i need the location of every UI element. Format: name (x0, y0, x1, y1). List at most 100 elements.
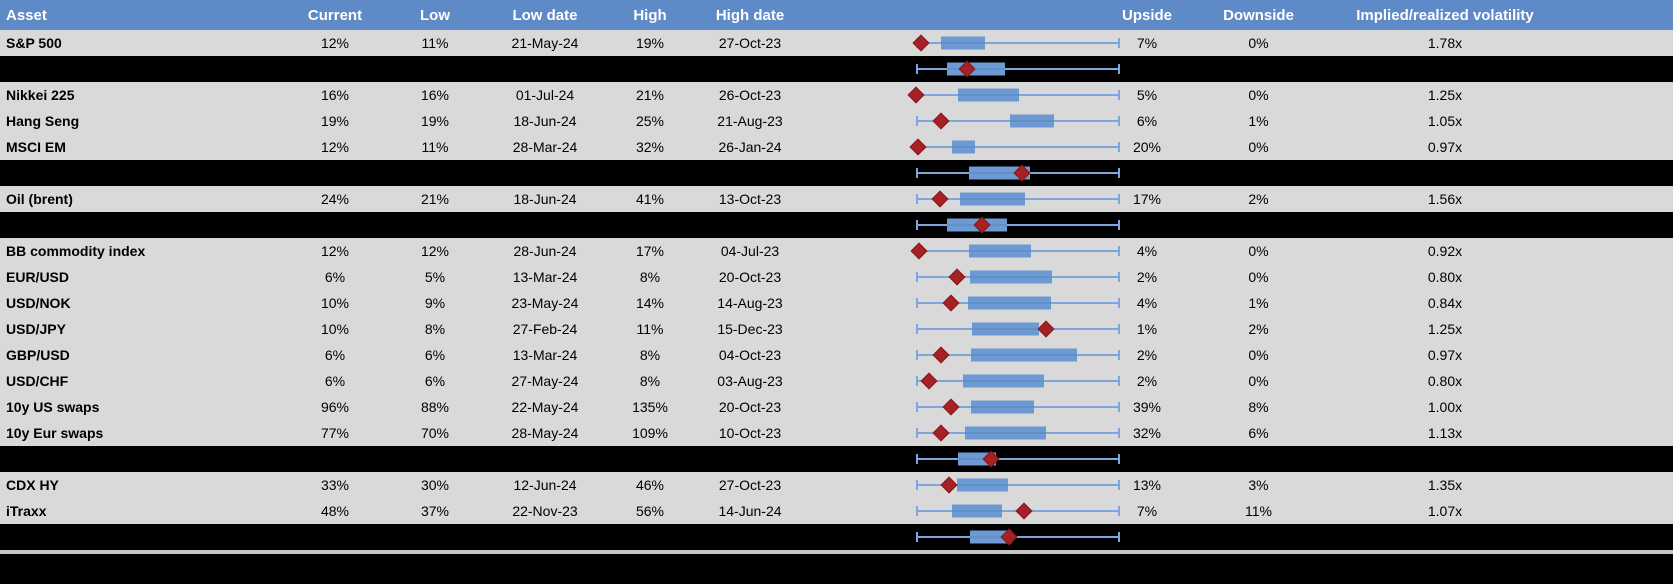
current-cell (290, 446, 380, 472)
low-cell (380, 212, 490, 238)
current-cell: 24% (320, 191, 350, 207)
high-cell: 41% (635, 191, 665, 207)
range-plot-cell (800, 134, 1122, 160)
high-cell: 109% (632, 425, 668, 441)
range-boxplot (909, 134, 1120, 160)
table-row: USD/JPY 10% 8% 27-Feb-24 11% 15-Dec-23 1… (0, 316, 1673, 342)
range-plot-cell (800, 394, 1122, 420)
current-marker-diamond (942, 398, 960, 416)
table-row: 10y Eur swaps 77% 70% 28-May-24 109% 10-… (0, 420, 1673, 446)
whisker-cap-left (915, 298, 918, 308)
spacer-cell (1545, 56, 1673, 82)
upside-cell: 7% (1136, 503, 1158, 519)
high-date-cell (700, 446, 800, 472)
column-header-spacer (1545, 0, 1673, 30)
range-boxplot (915, 160, 1120, 186)
low-cell: 19% (420, 113, 450, 129)
whisker-cap-left (915, 168, 918, 178)
high-date-cell: 26-Oct-23 (718, 87, 782, 103)
range-plot-cell (800, 82, 1122, 108)
downside-cell: 0% (1248, 139, 1269, 155)
current-cell: 10% (320, 295, 350, 311)
high-date-cell: 14-Aug-23 (717, 295, 783, 311)
iqr-box (952, 140, 976, 154)
whisker-cap-left (915, 116, 918, 126)
current-marker-diamond (942, 294, 960, 312)
whisker-cap-right (1117, 376, 1120, 386)
asset-cell: USD/JPY (6, 321, 66, 337)
column-header-low: Low (420, 6, 450, 24)
low-date-cell (490, 446, 600, 472)
low-cell: 8% (424, 321, 446, 337)
high-cell: 17% (635, 243, 665, 259)
whisker-cap-right (1117, 194, 1120, 204)
current-marker-diamond (909, 138, 927, 156)
low-date-cell: 23-May-24 (511, 295, 579, 311)
range-plot-cell (800, 420, 1122, 446)
current-marker-diamond (907, 86, 924, 104)
table-row: Hang Seng 19% 19% 18-Jun-24 25% 21-Aug-2… (0, 108, 1673, 134)
spacer-cell (1545, 342, 1673, 368)
low-cell: 12% (420, 243, 450, 259)
whisker-cap-left (915, 532, 918, 542)
current-marker-diamond (931, 190, 949, 208)
whisker-cap-right (1117, 480, 1120, 490)
iqr-box (972, 322, 1039, 336)
table-row: 10y US swaps 96% 88% 22-May-24 135% 20-O… (0, 394, 1673, 420)
range-plot-cell (800, 498, 1122, 524)
high-cell: 14% (635, 295, 665, 311)
high-date-cell: 13-Oct-23 (718, 191, 782, 207)
range-boxplot (912, 30, 1120, 56)
upside-cell (1122, 446, 1172, 472)
range-boxplot (915, 420, 1120, 446)
current-cell: 77% (320, 425, 350, 441)
iqr-box (970, 400, 1035, 414)
footer-bar (0, 554, 1673, 584)
implied-realized-cell: 1.00x (1427, 399, 1463, 415)
downside-cell: 2% (1248, 191, 1269, 207)
whisker-cap-right (1117, 220, 1120, 230)
whisker-line (915, 224, 1120, 226)
range-boxplot (915, 368, 1120, 394)
iqr-box (968, 166, 1030, 180)
asset-cell: 10y US swaps (6, 399, 100, 415)
asset-cell: Nikkei 225 (6, 87, 75, 103)
low-date-cell: 18-Jun-24 (513, 191, 577, 207)
whisker-cap-left (915, 64, 918, 74)
high-cell (600, 212, 700, 238)
whisker-cap-right (1117, 246, 1120, 256)
high-date-cell: 04-Oct-23 (718, 347, 782, 363)
spacer-cell (1545, 186, 1673, 212)
range-boxplot (915, 342, 1120, 368)
upside-cell: 5% (1136, 87, 1158, 103)
implied-realized-cell: 1.78x (1427, 35, 1463, 51)
table-row: Oil (brent) 24% 21% 18-Jun-24 41% 13-Oct… (0, 186, 1673, 212)
current-cell: 12% (320, 243, 350, 259)
downside-cell: 1% (1248, 113, 1269, 129)
upside-cell: 4% (1136, 295, 1158, 311)
high-cell (600, 446, 700, 472)
implied-realized-cell (1345, 524, 1545, 550)
low-cell: 70% (420, 425, 450, 441)
upside-cell: 2% (1136, 373, 1158, 389)
low-cell: 88% (420, 399, 450, 415)
high-date-cell: 27-Oct-23 (718, 35, 782, 51)
implied-realized-cell: 0.97x (1427, 139, 1463, 155)
low-cell: 11% (421, 35, 449, 51)
whisker-cap-left (915, 428, 918, 438)
whisker-cap-right (1117, 506, 1120, 516)
range-plot-cell (800, 342, 1122, 368)
table-row: EUR/USD 6% 5% 13-Mar-24 8% 20-Oct-23 2% … (0, 264, 1673, 290)
low-date-cell: 13-Mar-24 (512, 269, 578, 285)
spacer-cell (1545, 30, 1673, 56)
whisker-cap-right (1117, 454, 1120, 464)
spacer-cell (1545, 498, 1673, 524)
downside-cell: 0% (1248, 243, 1269, 259)
whisker-cap-left (915, 376, 918, 386)
whisker-cap-right (1117, 324, 1120, 334)
low-date-cell: 12-Jun-24 (513, 477, 577, 493)
implied-realized-cell: 0.80x (1427, 373, 1463, 389)
table-row: USD/NOK 10% 9% 23-May-24 14% 14-Aug-23 4… (0, 290, 1673, 316)
asset-cell: iTraxx (6, 503, 47, 519)
